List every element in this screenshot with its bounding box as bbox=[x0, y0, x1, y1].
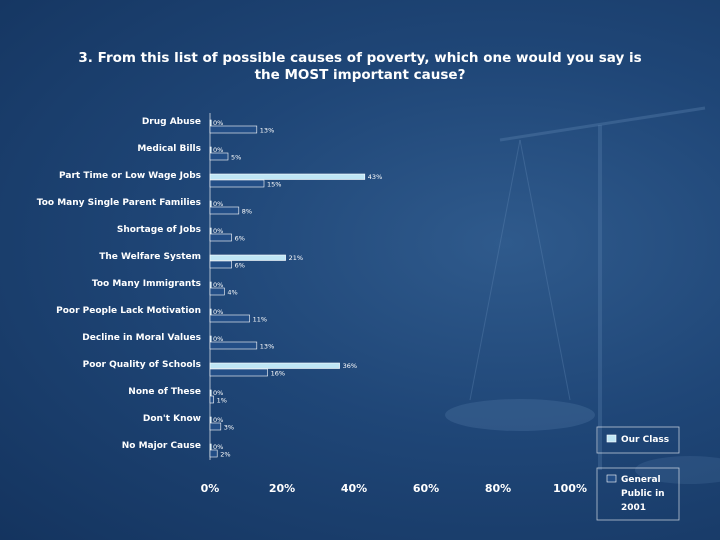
data-label: 21% bbox=[289, 254, 303, 262]
bar bbox=[209, 233, 232, 242]
bar bbox=[209, 308, 212, 315]
legend-box-general-public bbox=[596, 467, 680, 521]
bar bbox=[209, 341, 258, 350]
bar bbox=[209, 287, 225, 296]
bar bbox=[209, 368, 268, 377]
data-label: 1% bbox=[217, 397, 227, 405]
legend-swatch-general-public bbox=[606, 474, 617, 483]
data-label: 3% bbox=[224, 424, 234, 432]
bar bbox=[209, 389, 212, 396]
bar bbox=[209, 335, 212, 342]
data-label: 36% bbox=[343, 362, 357, 370]
category-label: Poor People Lack Motivation bbox=[56, 306, 201, 316]
data-label: 16% bbox=[271, 370, 285, 378]
x-tick-label: 80% bbox=[485, 482, 511, 495]
category-label: Decline in Moral Values bbox=[82, 333, 201, 343]
bar bbox=[209, 443, 212, 450]
bar bbox=[209, 449, 218, 458]
background-scales-decoration-3 bbox=[519, 139, 571, 401]
background-scales-decoration-5 bbox=[635, 456, 720, 484]
data-label: 13% bbox=[260, 127, 274, 135]
chart-title-line-2: the MOST important cause? bbox=[254, 67, 466, 83]
bar bbox=[209, 314, 250, 323]
x-tick-label: 40% bbox=[341, 482, 367, 495]
data-label: 0% bbox=[213, 227, 223, 235]
bar bbox=[209, 119, 212, 126]
data-label: 11% bbox=[253, 316, 267, 324]
category-label: No Major Cause bbox=[122, 441, 201, 451]
legend-box-our-class bbox=[596, 426, 680, 454]
data-label: 6% bbox=[235, 262, 245, 270]
category-label: Shortage of Jobs bbox=[117, 225, 201, 235]
data-label: 4% bbox=[227, 289, 237, 297]
data-label: 43% bbox=[368, 173, 382, 181]
data-label: 13% bbox=[260, 343, 274, 351]
data-label: 0% bbox=[213, 119, 223, 127]
category-label: The Welfare System bbox=[99, 252, 201, 262]
x-tick-label: 20% bbox=[269, 482, 295, 495]
data-label: 0% bbox=[213, 200, 223, 208]
bar bbox=[209, 152, 229, 161]
x-tick-label: 0% bbox=[201, 482, 220, 495]
category-label: Too Many Immigrants bbox=[92, 279, 201, 289]
legend-swatch-our-class bbox=[606, 434, 617, 443]
category-label: Too Many Single Parent Families bbox=[37, 198, 201, 208]
data-label: 0% bbox=[213, 146, 223, 154]
data-label: 0% bbox=[213, 443, 223, 451]
data-label: 0% bbox=[213, 389, 223, 397]
data-label: 5% bbox=[231, 154, 241, 162]
chart-title: 3. From this list of possible causes of … bbox=[60, 50, 660, 84]
legend-label-general-public: General bbox=[621, 475, 661, 485]
bar bbox=[209, 254, 286, 261]
bar bbox=[209, 362, 340, 369]
category-label: Medical Bills bbox=[137, 144, 201, 154]
background-scales-decoration-4 bbox=[445, 399, 595, 431]
bar bbox=[209, 422, 222, 431]
category-label: None of These bbox=[128, 387, 201, 397]
bar bbox=[209, 206, 240, 215]
data-label: 0% bbox=[213, 335, 223, 343]
x-tick-label: 100% bbox=[553, 482, 587, 495]
x-tick-label: 60% bbox=[413, 482, 439, 495]
background-scales-decoration-0 bbox=[499, 106, 706, 142]
data-label: 0% bbox=[213, 281, 223, 289]
category-label: Drug Abuse bbox=[142, 117, 201, 127]
bar bbox=[209, 395, 214, 404]
background-scales-decoration-2 bbox=[469, 139, 521, 401]
data-label: 0% bbox=[213, 308, 223, 316]
data-label: 0% bbox=[213, 416, 223, 424]
legend-label-general-public: 2001 bbox=[621, 503, 646, 513]
bar bbox=[209, 146, 212, 153]
data-label: 6% bbox=[235, 235, 245, 243]
bar bbox=[209, 281, 212, 288]
data-label: 15% bbox=[267, 181, 281, 189]
legend-label-our-class: Our Class bbox=[621, 435, 669, 445]
bar bbox=[209, 260, 232, 269]
data-label: 8% bbox=[242, 208, 252, 216]
bar bbox=[209, 179, 265, 188]
bar bbox=[209, 125, 258, 134]
bar bbox=[209, 416, 212, 423]
category-label: Don't Know bbox=[143, 414, 201, 424]
data-label: 2% bbox=[220, 451, 230, 459]
category-label: Part Time or Low Wage Jobs bbox=[59, 171, 201, 181]
bar bbox=[209, 227, 212, 234]
legend-label-general-public: Public in bbox=[621, 489, 665, 499]
bar bbox=[209, 173, 366, 180]
chart-title-line-1: 3. From this list of possible causes of … bbox=[78, 50, 642, 66]
category-label: Poor Quality of Schools bbox=[83, 360, 201, 370]
bar bbox=[209, 200, 212, 207]
